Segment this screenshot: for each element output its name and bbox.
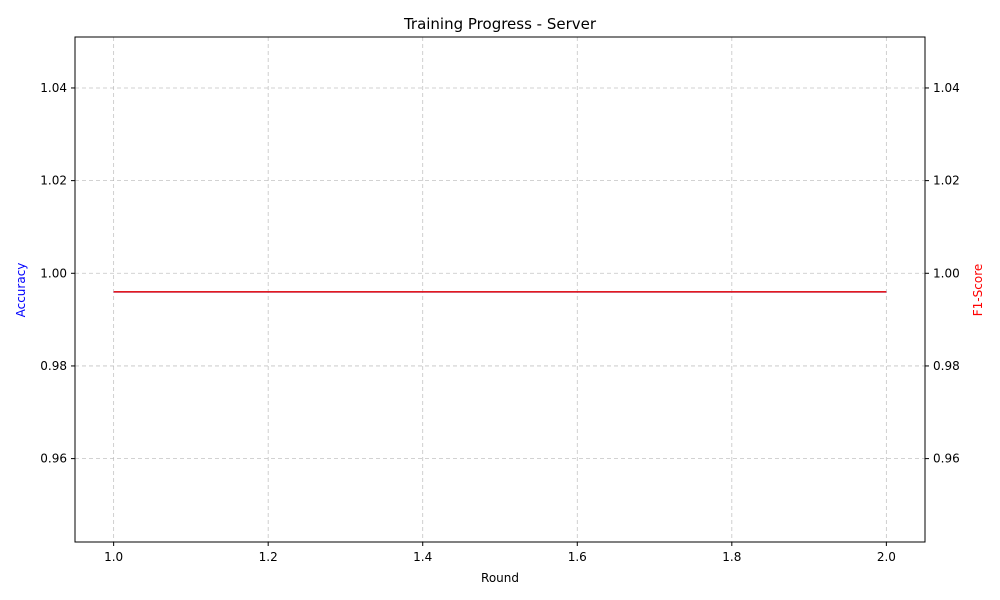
y-tick-label-left: 1.04: [40, 81, 67, 95]
y-axis-label-left: Accuracy: [14, 263, 28, 318]
chart-title: Training Progress - Server: [403, 15, 597, 33]
x-axis-label: Round: [481, 571, 519, 585]
y-tick-label-left: 1.02: [40, 174, 67, 188]
x-tick-label: 1.0: [104, 550, 123, 564]
tick-layer: 1.0 1.2 1.4 1.6 1.8 2.0 0.96 0.96 0.98 0.98 1.00 1.…: [40, 81, 959, 564]
x-tick-label: 1.8: [722, 550, 741, 564]
y-tick-label-left: 1.00: [40, 266, 67, 280]
y-tick-label-right: 0.96: [933, 452, 960, 466]
y-tick-label-right: 1.02: [933, 174, 960, 188]
y-tick-label-right: 1.00: [933, 266, 960, 280]
x-tick-label: 2.0: [877, 550, 896, 564]
y-tick-label-right: 0.98: [933, 359, 960, 373]
x-tick-label: 1.4: [413, 550, 432, 564]
x-tick-label: 1.6: [568, 550, 587, 564]
x-tick-label: 1.2: [259, 550, 278, 564]
y-tick-label-right: 1.04: [933, 81, 960, 95]
grid-layer: [75, 37, 925, 542]
plot-frame: [74, 36, 926, 543]
y-tick-label-left: 0.98: [40, 359, 67, 373]
y-tick-label-left: 0.96: [40, 452, 67, 466]
y-axis-label-right: F1-Score: [971, 264, 985, 316]
